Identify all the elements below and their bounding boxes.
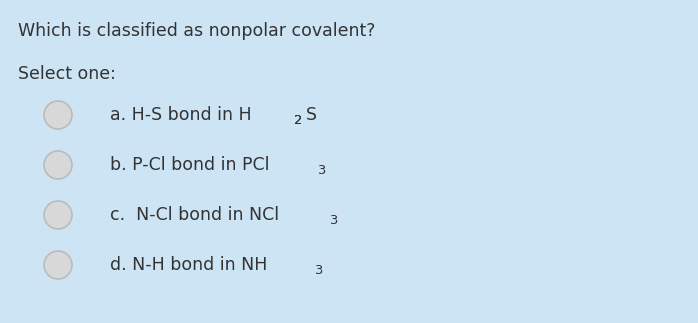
Ellipse shape [44, 101, 72, 129]
Text: 2: 2 [294, 113, 302, 127]
Text: 3: 3 [329, 214, 337, 226]
Text: c.  N-Cl bond in NCl: c. N-Cl bond in NCl [110, 206, 279, 224]
Text: 3: 3 [314, 264, 322, 276]
Ellipse shape [44, 201, 72, 229]
Text: 3: 3 [317, 163, 325, 176]
Ellipse shape [44, 251, 72, 279]
Text: a. H-S bond in H: a. H-S bond in H [110, 106, 251, 124]
Text: Select one:: Select one: [18, 65, 116, 83]
Text: b. P-Cl bond in PCl: b. P-Cl bond in PCl [110, 156, 269, 174]
Ellipse shape [44, 151, 72, 179]
Text: Which is classified as nonpolar covalent?: Which is classified as nonpolar covalent… [18, 22, 376, 40]
Text: S: S [306, 106, 316, 124]
Text: d. N-H bond in NH: d. N-H bond in NH [110, 256, 267, 274]
Text: 2: 2 [294, 113, 302, 127]
